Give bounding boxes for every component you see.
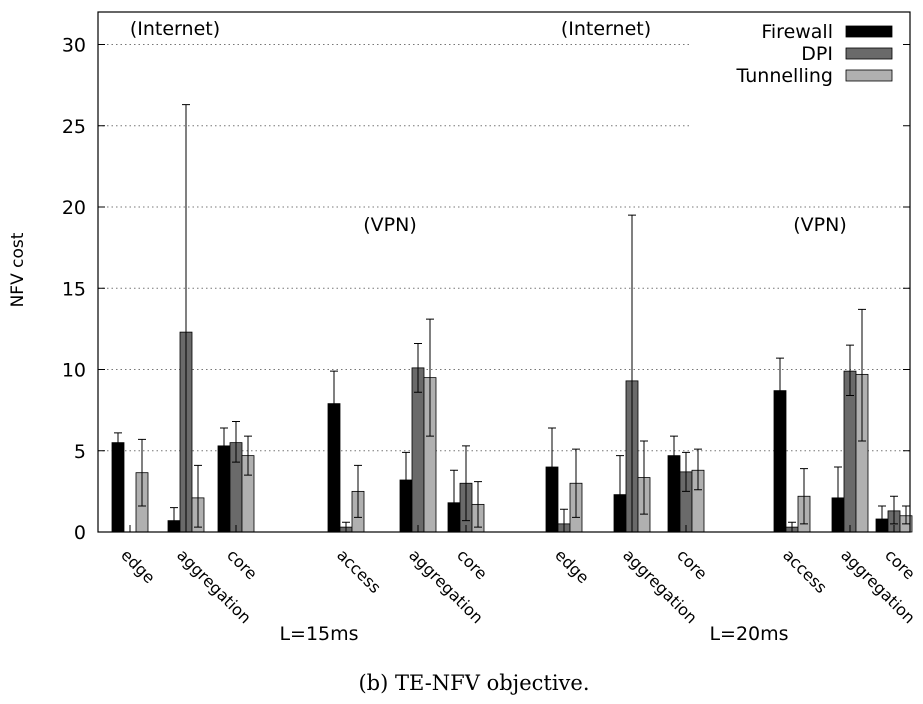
scenario-label: (VPN) xyxy=(793,214,847,236)
y-tick-label: 25 xyxy=(62,116,86,138)
x-tick-label: access xyxy=(333,545,385,597)
x-tick-label: edge xyxy=(551,545,593,587)
y-tick-label: 5 xyxy=(74,441,86,463)
scenario-label: (Internet) xyxy=(561,18,651,40)
scenario-label: (Internet) xyxy=(130,18,220,40)
grid-layer xyxy=(98,44,910,452)
y-tick-label: 30 xyxy=(62,35,86,57)
x-tick-label: core xyxy=(453,545,491,583)
legend-swatch xyxy=(845,25,893,38)
legend-swatch xyxy=(845,47,893,60)
y-tick-label: 20 xyxy=(62,197,86,219)
scenario-label: (VPN) xyxy=(363,214,417,236)
panel-label: L=20ms xyxy=(709,623,788,645)
y-tick-label: 10 xyxy=(62,360,86,382)
axes-layer xyxy=(97,11,911,533)
plot-frame xyxy=(97,11,911,533)
legend-label: DPI xyxy=(801,43,833,65)
x-tick-label: core xyxy=(223,545,261,583)
error-bars-layer xyxy=(114,104,910,533)
panel-label: L=15ms xyxy=(279,623,358,645)
x-tick-label: access xyxy=(779,545,831,597)
legend-swatch xyxy=(845,69,893,82)
bar-firewall xyxy=(111,442,125,533)
x-tick-label: core xyxy=(881,545,919,583)
y-axis-label: NFV cost xyxy=(8,232,28,307)
figure-caption: (b) TE-NFV objective. xyxy=(358,671,589,695)
legend-label: Firewall xyxy=(761,21,833,43)
y-tick-label: 0 xyxy=(74,522,86,544)
x-tick-label: core xyxy=(673,545,711,583)
legend-label: Tunnelling xyxy=(736,65,833,87)
y-tick-label: 15 xyxy=(62,278,86,300)
x-tick-label: edge xyxy=(117,545,159,587)
bars-layer xyxy=(111,331,913,533)
